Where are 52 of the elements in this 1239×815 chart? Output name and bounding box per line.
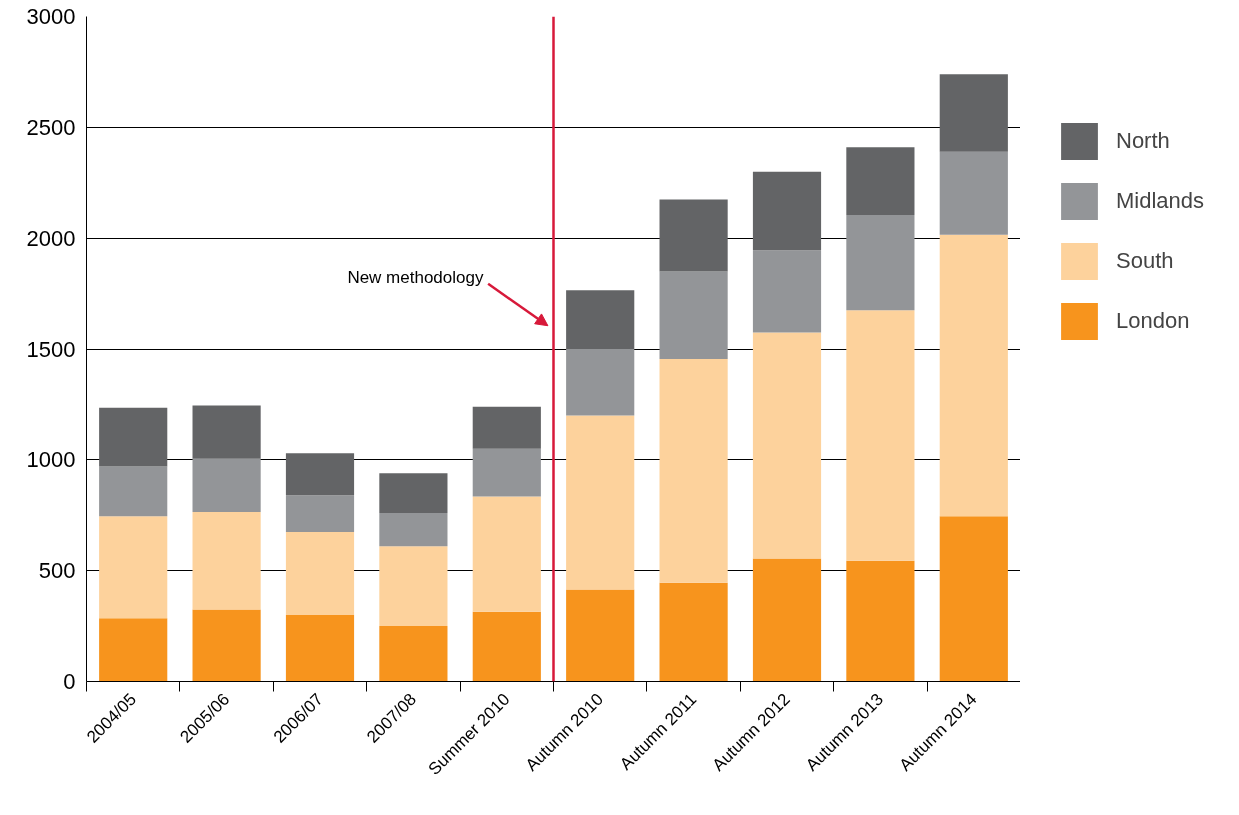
y-tick-label: 2000 [26,225,76,251]
bar [99,516,168,619]
bar [99,618,168,682]
bar [285,531,355,615]
bar [659,582,728,682]
bar [846,560,915,682]
bar [192,609,261,682]
bar [939,516,1008,682]
bar [846,310,915,561]
bar [939,74,1008,152]
bar [99,466,168,517]
bar [846,214,915,311]
bar [752,332,822,559]
bar [379,546,448,627]
bar [99,407,168,467]
bar [379,513,448,547]
bar [285,615,355,682]
legend-label: Midlands [1116,188,1205,214]
y-tick-label: 1500 [26,336,76,362]
legend-label: North [1116,128,1170,154]
ref-line-label: New methodology [347,267,484,287]
bar [752,250,822,333]
bar [566,290,635,349]
bar [192,511,261,610]
legend-label: South [1116,248,1174,274]
bar [192,405,261,459]
legend-label: London [1116,308,1190,334]
bar [659,358,728,583]
bar [659,199,728,272]
bar [285,453,355,496]
bar [472,448,541,497]
bar [752,171,822,251]
bar [379,626,448,682]
y-tick-label: 2500 [26,114,76,140]
bar [285,495,355,532]
bar [752,558,822,682]
bar [379,473,448,514]
bar [472,611,541,682]
bar [472,406,541,449]
y-tick-label: 3000 [26,4,76,29]
bar [566,415,635,590]
bar [192,458,261,512]
bar [939,151,1008,235]
y-tick-label: 1000 [26,447,76,473]
bar [472,496,541,612]
bar [939,234,1008,517]
bar [846,147,915,215]
bar [659,271,728,359]
bar [566,349,635,416]
y-tick-label: 500 [38,558,76,584]
bar [566,589,635,682]
y-tick-label: 0 [63,669,76,694]
